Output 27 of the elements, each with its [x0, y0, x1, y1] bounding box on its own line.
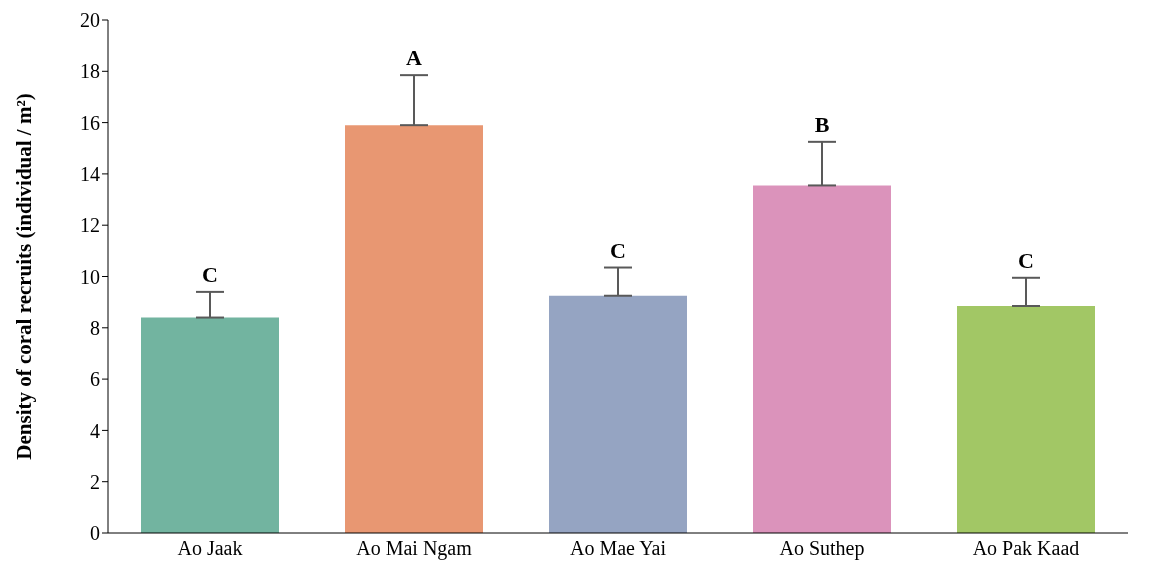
y-tick-label: 2: [90, 470, 100, 493]
bar: [957, 306, 1095, 533]
y-tick-label: 14: [80, 163, 100, 185]
y-tick-label: 16: [80, 111, 100, 134]
x-tick-label: Ao Pak Kaad: [972, 537, 1080, 560]
bar: [141, 317, 279, 533]
annotation: C: [1018, 247, 1034, 273]
y-tick-label: 18: [80, 60, 100, 83]
annotation: A: [406, 45, 423, 71]
annotation: C: [610, 237, 626, 263]
y-axis-title: Density of coral recruits (individual / m²): [12, 93, 37, 460]
y-tick-label: 4: [90, 419, 100, 442]
y-tick-label: 8: [90, 316, 100, 339]
y-tick-label: 6: [90, 368, 100, 391]
x-tick-label: Ao Mae Yai: [569, 537, 667, 560]
y-tick-label: 0: [90, 522, 100, 545]
bar: [345, 125, 483, 533]
y-tick-label: 10: [80, 265, 100, 288]
bar: [753, 185, 891, 533]
x-tick-label: Ao Jaak: [177, 537, 243, 560]
y-tick-label: 12: [80, 214, 100, 237]
x-tick-label: Ao Suthep: [779, 537, 865, 561]
annotation: C: [202, 261, 218, 287]
bar: [549, 295, 687, 533]
annotation: B: [814, 111, 830, 137]
x-tick-label: Ao Mai Ngam: [356, 537, 473, 561]
y-tick-label: 20: [80, 9, 100, 32]
